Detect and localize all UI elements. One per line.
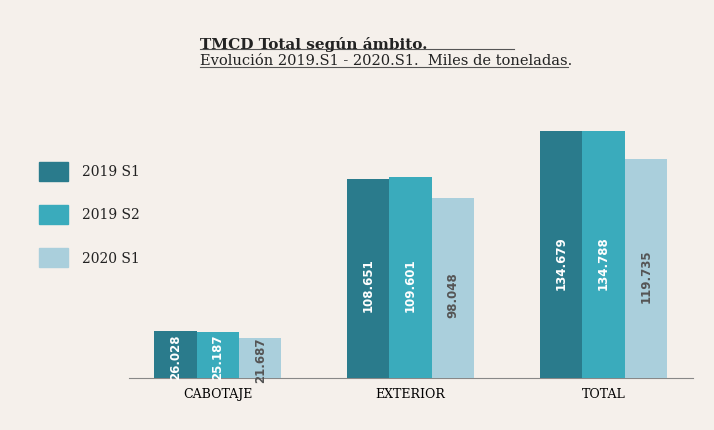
Text: 134.788: 134.788: [597, 236, 610, 289]
Text: 21.687: 21.687: [253, 337, 267, 382]
Text: 26.028: 26.028: [169, 333, 182, 379]
Text: 2019 S1: 2019 S1: [82, 165, 140, 179]
Text: 108.651: 108.651: [361, 258, 375, 312]
Bar: [432, 199, 474, 378]
Bar: [347, 179, 389, 378]
Bar: [540, 132, 582, 378]
Text: Evolución 2019.S1 - 2020.S1.  Miles de toneladas.: Evolución 2019.S1 - 2020.S1. Miles de to…: [200, 54, 572, 68]
Bar: [625, 159, 667, 378]
Bar: [239, 339, 281, 378]
Text: 134.679: 134.679: [554, 236, 568, 289]
Bar: [582, 132, 625, 378]
Text: 119.735: 119.735: [639, 249, 652, 302]
Text: TMCD Total según ámbito.: TMCD Total según ámbito.: [200, 37, 428, 52]
Text: 98.048: 98.048: [446, 271, 460, 317]
Bar: [196, 332, 239, 378]
Text: 109.601: 109.601: [404, 257, 417, 311]
Text: 2020 S1: 2020 S1: [82, 251, 140, 265]
Bar: [154, 331, 196, 378]
Text: 2019 S2: 2019 S2: [82, 208, 140, 222]
Text: 25.187: 25.187: [211, 334, 224, 379]
Bar: [389, 178, 432, 378]
